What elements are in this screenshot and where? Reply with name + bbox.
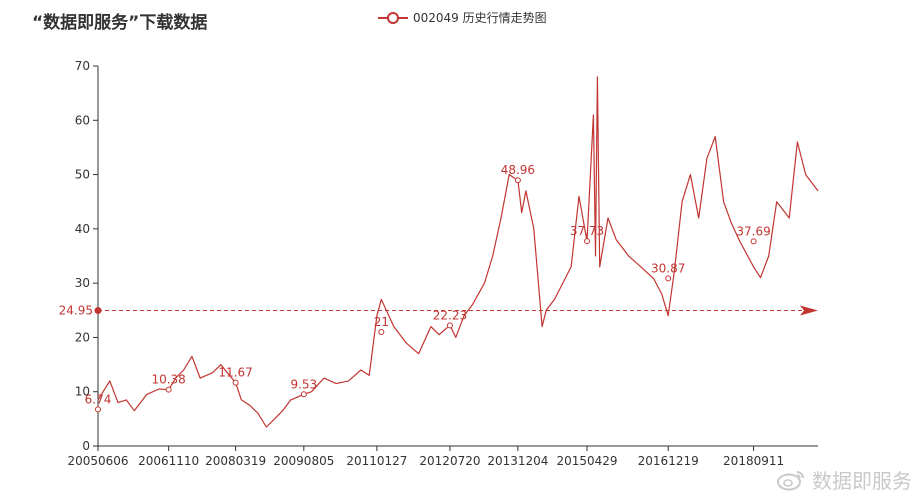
series-point [165,386,172,393]
series-line [97,76,819,428]
point-value-label: 21 [374,315,389,329]
y-tick-label: 60 [75,113,90,127]
point-value-label: 6.74 [85,392,112,406]
point-value-label: 48.96 [501,163,535,177]
x-tick-label: 20131204 [487,454,548,468]
point-value-label: 30.87 [651,261,685,275]
y-tick-label: 40 [75,222,90,236]
series-point [665,275,672,282]
x-tick-label: 20061110 [138,454,199,468]
series-point [584,238,591,245]
chart-title: “数据即服务”下载数据 [32,13,208,33]
point-value-label: 10.38 [151,373,185,387]
point-value-label: 37.73 [570,224,604,238]
x-tick-label: 20050606 [67,454,128,468]
y-tick-label: 20 [75,330,90,344]
y-tick-label: 0 [82,439,90,453]
point-value-label: 22.23 [433,308,467,322]
x-tick-label: 20120720 [419,454,480,468]
x-tick-label: 20110127 [346,454,407,468]
point-value-label: 9.53 [290,377,317,391]
series-point [514,177,521,184]
series-point [378,329,385,335]
x-tick-label: 20150429 [556,454,617,468]
y-tick-label: 30 [75,276,90,290]
point-value-label: 37.69 [736,224,770,238]
series-point [446,322,453,329]
weibo-icon [777,470,804,490]
watermark: 数据即服务 [776,465,912,494]
series-point [95,406,101,413]
legend[interactable]: 002049 历史行情走势图 [378,9,547,26]
point-value-label: 11.67 [218,366,252,380]
y-tick-label: 50 [75,168,90,182]
y-tick-label: 70 [75,59,90,73]
watermark-text: 数据即服务 [812,469,912,493]
legend-line-icon [378,11,408,24]
average-line-label: 24.95 [59,304,93,318]
x-tick-label: 20161219 [638,454,699,468]
average-line-arrow [800,305,818,316]
y-tick-label: 10 [75,385,90,399]
x-tick-label: 20090805 [273,454,334,468]
series-point [750,238,757,245]
x-tick-label: 20180911 [723,454,784,468]
x-tick-label: 20080319 [205,454,266,468]
series-point [232,379,239,386]
legend-label: 002049 历史行情走势图 [413,11,547,25]
average-line-start-dot [94,307,102,315]
series-point [300,391,307,398]
